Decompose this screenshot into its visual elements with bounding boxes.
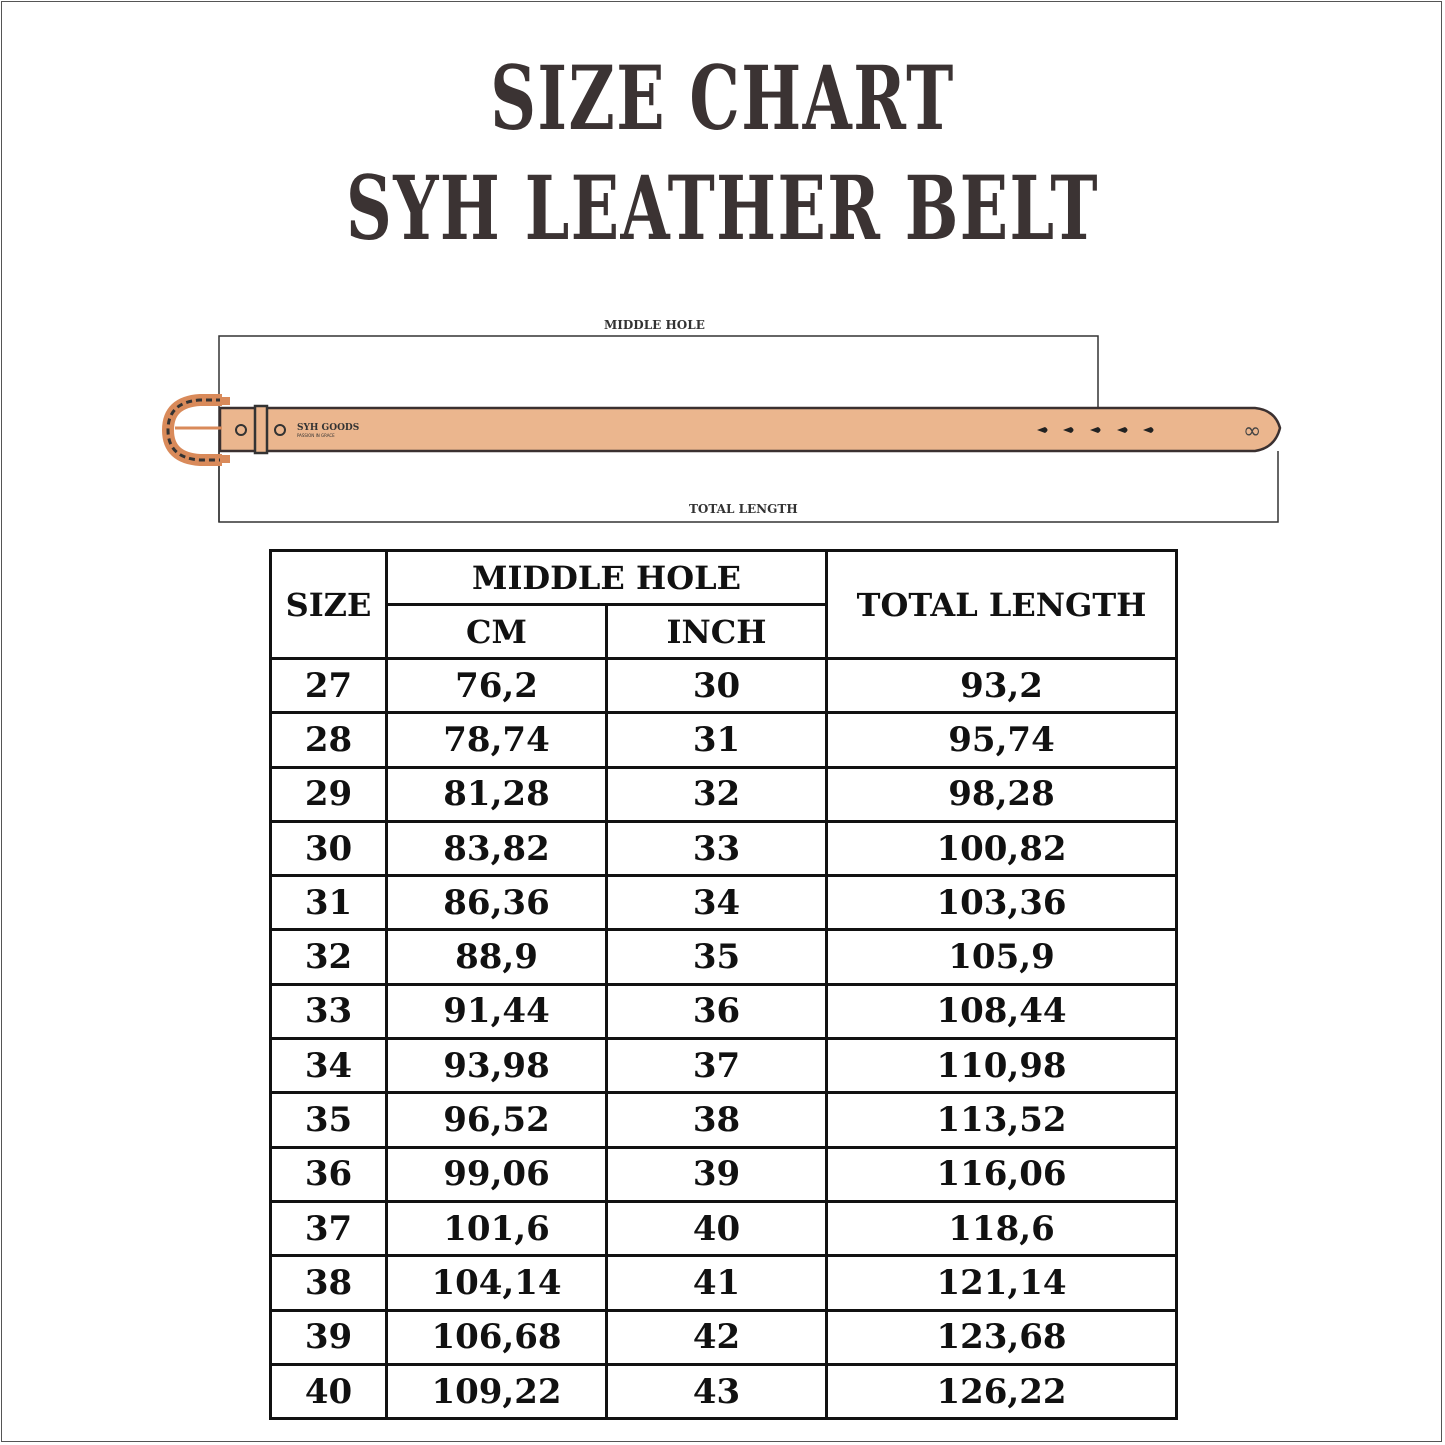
- cell-cm: 106,68: [385, 1308, 608, 1366]
- cell-cm: 88,9: [385, 928, 608, 986]
- cell-cm: 86,36: [385, 874, 608, 932]
- header-total-length: TOTAL LENGTH: [825, 549, 1178, 660]
- cell-inch: 30: [605, 656, 828, 715]
- table-row: 37 101,6 40 118,6: [269, 1199, 1178, 1258]
- cell-inch: 43: [605, 1362, 828, 1421]
- cell-inch: 40: [605, 1199, 828, 1258]
- cell-cm: 109,22: [385, 1362, 608, 1421]
- cell-total: 103,36: [825, 874, 1178, 932]
- middle-hole-label: MIDDLE HOLE: [604, 318, 705, 332]
- cell-total: 126,22: [825, 1362, 1178, 1421]
- table-row: 36 99,06 39 116,06: [269, 1145, 1178, 1203]
- table-row: 40 109,22 43 126,22: [269, 1362, 1178, 1421]
- belt-keeper: [253, 404, 269, 455]
- cell-total: 98,28: [825, 765, 1178, 823]
- table-row: 35 96,52 38 113,52: [269, 1091, 1178, 1149]
- cell-size: 40: [269, 1362, 388, 1421]
- cell-size: 35: [269, 1091, 388, 1149]
- header-size: SIZE: [269, 549, 388, 660]
- cell-cm: 96,52: [385, 1091, 608, 1149]
- cell-total: 108,44: [825, 982, 1178, 1041]
- buckle-icon: [161, 394, 230, 466]
- header-inch: INCH: [605, 603, 828, 660]
- belt-holes: [1037, 427, 1154, 433]
- table-row: 39 106,68 42 123,68: [269, 1308, 1178, 1366]
- cell-cm: 81,28: [385, 765, 608, 823]
- cell-cm: 104,14: [385, 1254, 608, 1312]
- cell-total: 118,6: [825, 1199, 1178, 1258]
- page-title: SIZE CHART: [490, 46, 955, 150]
- cell-total: 93,2: [825, 656, 1178, 715]
- cell-total: 116,06: [825, 1145, 1178, 1203]
- cell-cm: 76,2: [385, 656, 608, 715]
- cell-inch: 42: [605, 1308, 828, 1366]
- cell-total: 110,98: [825, 1037, 1178, 1095]
- cell-inch: 41: [605, 1254, 828, 1312]
- table-row: 33 91,44 36 108,44: [269, 982, 1178, 1041]
- cell-size: 39: [269, 1308, 388, 1366]
- logo-text: SYH GOODS: [297, 423, 359, 433]
- cell-total: 121,14: [825, 1254, 1178, 1312]
- cell-cm: 78,74: [385, 711, 608, 769]
- cell-inch: 36: [605, 982, 828, 1041]
- cell-inch: 34: [605, 874, 828, 932]
- cell-total: 113,52: [825, 1091, 1178, 1149]
- belt-strap: [218, 406, 1282, 453]
- cell-size: 37: [269, 1199, 388, 1258]
- table-row: 34 93,98 37 110,98: [269, 1037, 1178, 1095]
- cell-size: 31: [269, 874, 388, 932]
- cell-size: 27: [269, 656, 388, 715]
- total-length-label: TOTAL LENGTH: [689, 502, 798, 516]
- cell-inch: 31: [605, 711, 828, 769]
- cell-cm: 101,6: [385, 1199, 608, 1258]
- cell-inch: 35: [605, 928, 828, 986]
- cell-cm: 93,98: [385, 1037, 608, 1095]
- cell-total: 95,74: [825, 711, 1178, 769]
- cell-cm: 83,82: [385, 819, 608, 878]
- cell-total: 100,82: [825, 819, 1178, 878]
- cell-size: 36: [269, 1145, 388, 1203]
- cell-size: 34: [269, 1037, 388, 1095]
- table-row: 27 76,2 30 93,2: [269, 656, 1178, 715]
- belt-diagram: SYH GOODS PASSION IN GRACE ∞: [161, 335, 1282, 523]
- table-row: 29 81,28 32 98,28: [269, 765, 1178, 823]
- cell-inch: 32: [605, 765, 828, 823]
- cell-size: 30: [269, 819, 388, 878]
- size-table: SIZE MIDDLE HOLE TOTAL LENGTH CM INCH 27…: [269, 549, 1178, 1421]
- cell-inch: 39: [605, 1145, 828, 1203]
- cell-cm: 91,44: [385, 982, 608, 1041]
- cell-size: 32: [269, 928, 388, 986]
- total-length-bracket: [218, 430, 1279, 523]
- page-subtitle: SYH LEATHER BELT: [346, 156, 1099, 260]
- table-row: 28 78,74 31 95,74: [269, 711, 1178, 769]
- header-cm: CM: [385, 603, 608, 660]
- table-row: 38 104,14 41 121,14: [269, 1254, 1178, 1312]
- cell-inch: 33: [605, 819, 828, 878]
- cell-size: 29: [269, 765, 388, 823]
- table-row: 30 83,82 33 100,82: [269, 819, 1178, 878]
- table-row: 32 88,9 35 105,9: [269, 928, 1178, 986]
- header-middle-hole: MIDDLE HOLE: [385, 549, 828, 606]
- infinity-icon: ∞: [1243, 419, 1261, 444]
- table-row: 31 86,36 34 103,36: [269, 874, 1178, 932]
- cell-size: 33: [269, 982, 388, 1041]
- cell-inch: 37: [605, 1037, 828, 1095]
- cell-size: 28: [269, 711, 388, 769]
- cell-total: 123,68: [825, 1308, 1178, 1366]
- logo-tagline: PASSION IN GRACE: [297, 433, 335, 438]
- cell-total: 105,9: [825, 928, 1178, 986]
- cell-size: 38: [269, 1254, 388, 1312]
- cell-inch: 38: [605, 1091, 828, 1149]
- cell-cm: 99,06: [385, 1145, 608, 1203]
